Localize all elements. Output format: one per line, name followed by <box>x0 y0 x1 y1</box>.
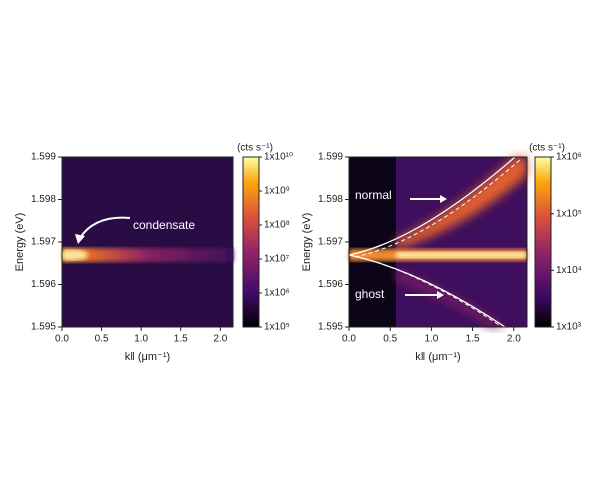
colorbar-tick-label: 1x10⁶ <box>556 152 582 163</box>
colorbar-tick-label: 1x10⁴ <box>556 265 582 276</box>
x-tick-label: 2.0 <box>507 334 521 345</box>
colorbar-label: (cts s⁻¹) <box>529 143 565 154</box>
y-tick-label: 1.595 <box>318 322 343 333</box>
y-tick-label: 1.599 <box>31 152 56 163</box>
x-axis-label: k‖ (μm⁻¹) <box>415 351 460 363</box>
colorbar-tick-label: 1x10⁵ <box>556 208 582 219</box>
y-axis-label: Energy (eV) <box>14 213 26 272</box>
colorbar-tick-label: 1x10⁵ <box>264 322 290 333</box>
y-tick-label: 1.596 <box>31 279 56 290</box>
arrow <box>79 216 131 239</box>
arrow-head <box>75 234 85 244</box>
colorbar-tick-label: 1x10⁸ <box>264 220 290 231</box>
x-tick-label: 1.0 <box>134 334 148 345</box>
colorbar-tick-label: 1x10⁹ <box>264 186 290 197</box>
y-axis-label: Energy (eV) <box>301 213 313 272</box>
y-tick-label: 1.598 <box>318 194 343 205</box>
colorbar-tick-label: 1x10³ <box>556 322 582 333</box>
colorbar <box>242 156 260 328</box>
x-tick-label: 0.0 <box>55 334 69 345</box>
colorbar-label: (cts s⁻¹) <box>237 143 273 154</box>
arrow-head <box>437 291 444 299</box>
y-tick-label: 1.598 <box>31 194 56 205</box>
y-tick-label: 1.597 <box>318 237 343 248</box>
arrow-head <box>440 195 447 203</box>
colorbar <box>534 156 552 328</box>
colorbar-tick-label: 1x10¹⁰ <box>264 152 293 163</box>
y-tick-label: 1.599 <box>318 152 343 163</box>
colorbar-tick-label: 1x10⁶ <box>264 288 290 299</box>
x-axis-label: k‖ (μm⁻¹) <box>125 351 170 363</box>
annotation: condensate <box>133 218 195 232</box>
x-tick-label: 0.0 <box>342 334 356 345</box>
heatmap-left <box>60 157 233 327</box>
x-tick-label: 0.5 <box>383 334 397 345</box>
x-tick-label: 1.5 <box>174 334 188 345</box>
heatmap-right <box>342 156 527 328</box>
y-tick-label: 1.596 <box>318 279 343 290</box>
x-tick-label: 2.0 <box>213 334 227 345</box>
y-tick-label: 1.595 <box>31 322 56 333</box>
colorbar-tick-label: 1x10⁷ <box>264 254 290 265</box>
y-tick-label: 1.597 <box>31 237 56 248</box>
annotation: ghost <box>355 287 385 301</box>
x-tick-label: 1.5 <box>466 334 480 345</box>
annotation: normal <box>355 188 392 202</box>
x-tick-label: 0.5 <box>95 334 109 345</box>
x-tick-label: 1.0 <box>424 334 438 345</box>
